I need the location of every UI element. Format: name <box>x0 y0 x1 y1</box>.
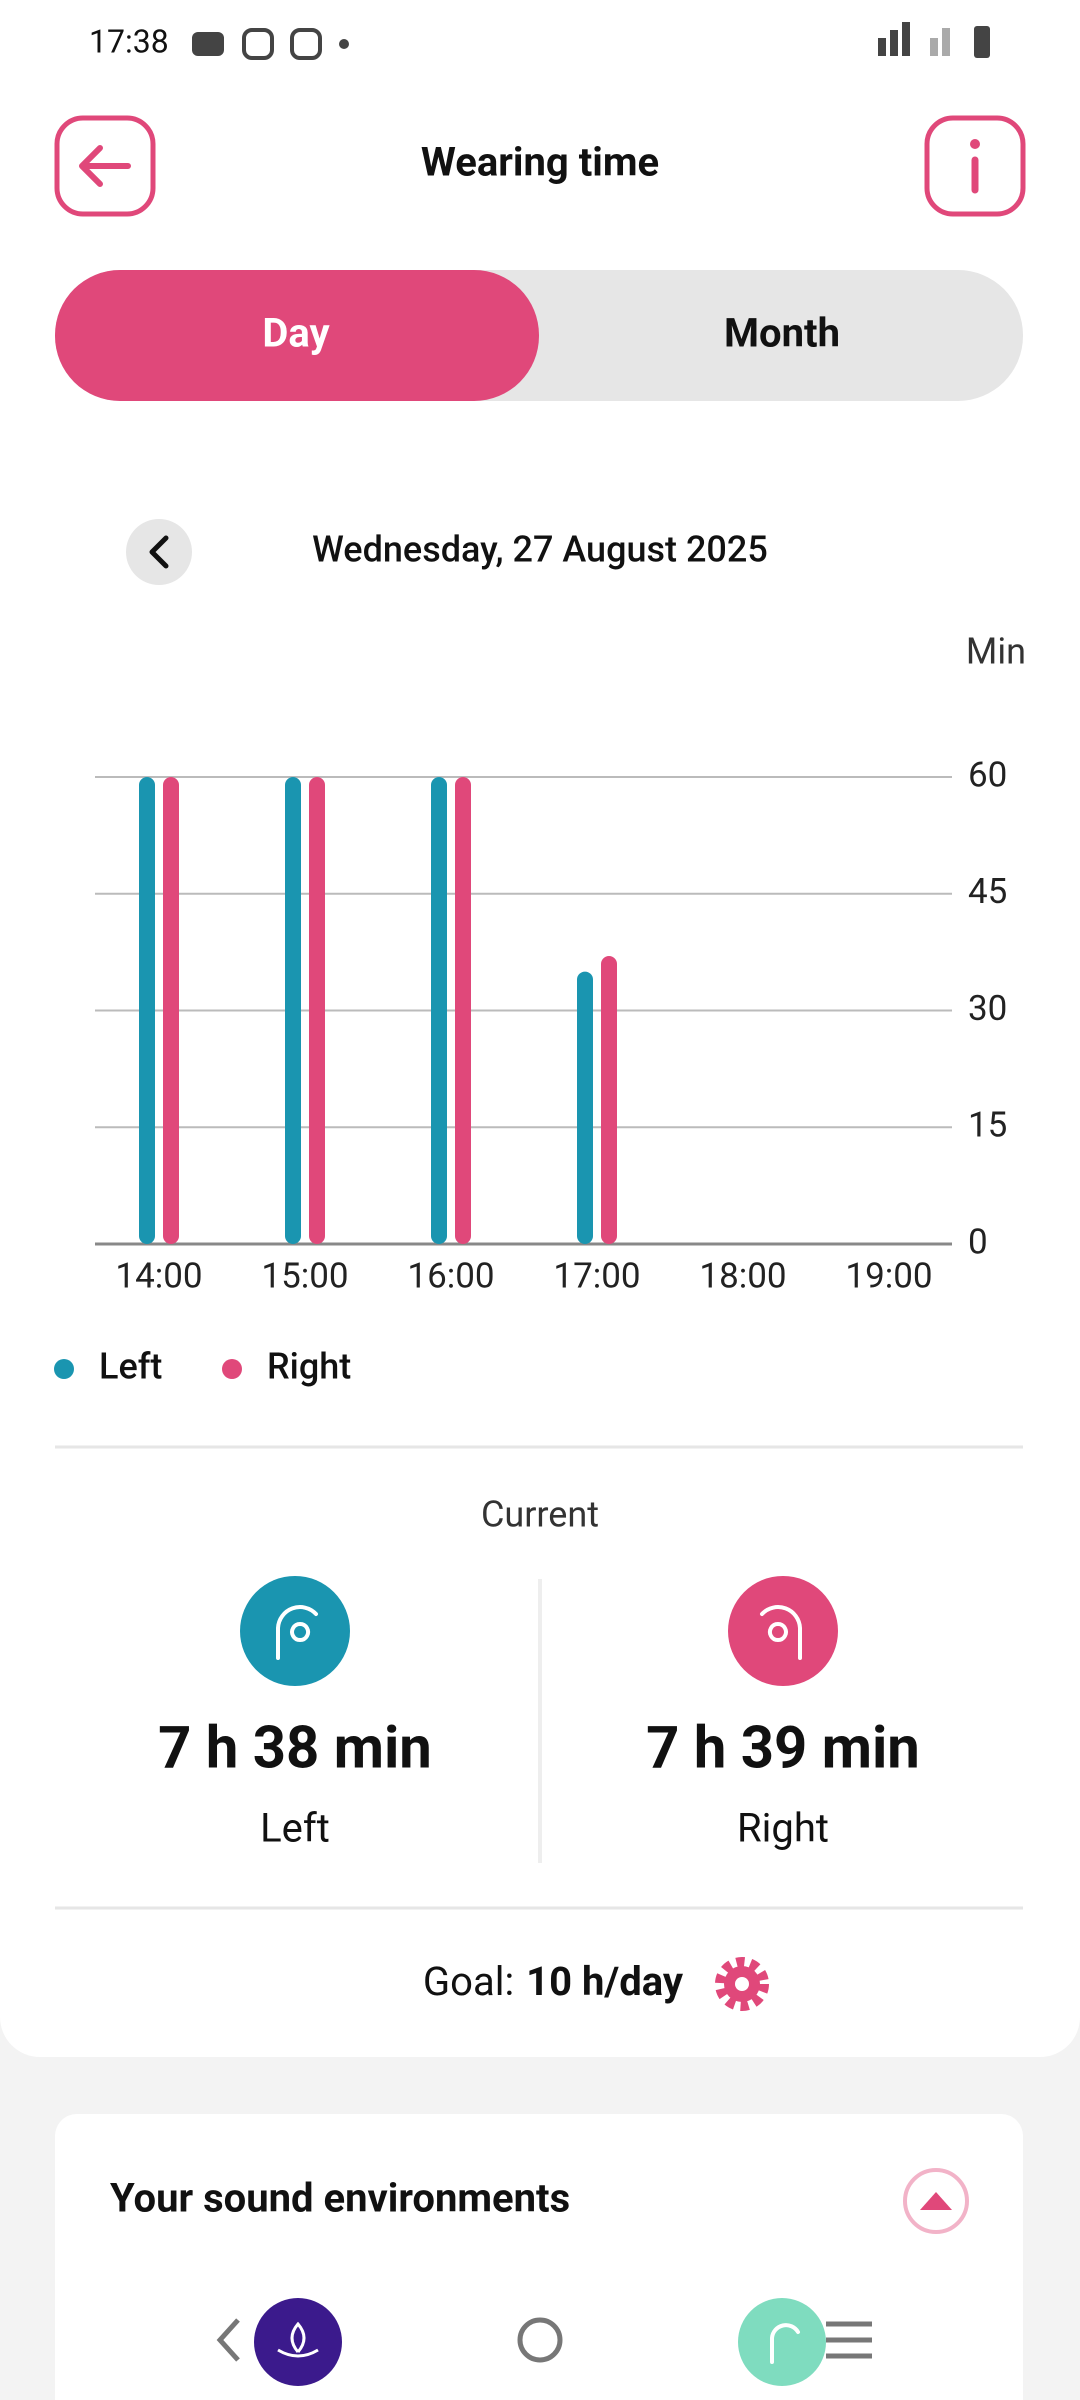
legend-label: Left <box>99 1346 162 1388</box>
y-tick-label: 0 <box>968 1221 988 1262</box>
status-icon <box>192 32 224 56</box>
x-tick-label: 15:00 <box>261 1255 348 1296</box>
signal-bar <box>878 38 886 56</box>
nav-back[interactable] <box>216 2318 240 2362</box>
back-arrow <box>79 145 131 187</box>
signal-bar <box>930 38 938 56</box>
goal-settings-button[interactable] <box>715 1957 769 2011</box>
x-tick-label: 16:00 <box>407 1255 494 1296</box>
battery <box>974 26 990 58</box>
y-tick-label: 60 <box>968 754 1007 795</box>
x-tick-label: 14:00 <box>115 1255 202 1296</box>
bar <box>577 971 593 1244</box>
bar <box>309 777 325 1244</box>
main-panel <box>0 0 1080 2057</box>
legend-dot <box>222 1359 242 1379</box>
goal-value: 10 h/day <box>526 1958 684 2005</box>
bar <box>601 956 617 1244</box>
floating-app-glyph <box>770 2323 800 2364</box>
x-tick-label: 19:00 <box>845 1255 932 1296</box>
signal-bar <box>890 30 898 56</box>
chart: 0 15 30 45 60 14:00 15:00 16:00 17:00 18:00 19:00 L… <box>54 754 1007 1388</box>
status-icon <box>290 28 322 60</box>
left-wearing-time: 7 h 38 min <box>158 1714 432 1782</box>
left-label: Left <box>260 1805 330 1852</box>
info-button[interactable] <box>924 115 1026 217</box>
info-dot <box>970 139 980 149</box>
right-label: Right <box>737 1805 829 1852</box>
back-button[interactable] <box>54 115 156 217</box>
right-ear-icon <box>728 1576 838 1686</box>
current-title: Current <box>481 1494 599 1536</box>
bar <box>285 777 301 1244</box>
card-title: Your sound environments <box>110 2175 570 2222</box>
status-icons <box>192 22 990 60</box>
bar <box>431 777 447 1244</box>
tab-label[interactable]: Month <box>724 310 840 357</box>
floating-app-icon[interactable] <box>254 2298 342 2386</box>
legend-dot <box>54 1359 74 1379</box>
collapse-button[interactable] <box>903 2168 969 2234</box>
right-ear-glyph <box>760 1605 802 1660</box>
gear-teeth <box>715 1957 769 2011</box>
y-tick-label: 45 <box>968 871 1007 912</box>
legend-label: Right <box>267 1346 351 1388</box>
goal-label: Goal: <box>423 1958 514 2005</box>
floating-app-glyph <box>277 2321 319 2358</box>
status-time: 17:38 <box>89 22 169 60</box>
status-icon <box>242 28 274 60</box>
status-icon <box>339 39 349 49</box>
x-tick-label: 17:00 <box>553 1255 640 1296</box>
floating-app-icon[interactable] <box>738 2298 826 2386</box>
goal: Goal: 10 h/day <box>423 1958 684 2005</box>
left-ear-glyph <box>276 1605 318 1660</box>
bar <box>455 777 471 1244</box>
y-tick-label: 30 <box>968 988 1007 1029</box>
y-axis-unit: Min <box>966 631 1026 673</box>
bar <box>139 777 155 1244</box>
collapse-arrow <box>920 2192 952 2210</box>
x-tick-label: 18:00 <box>699 1255 786 1296</box>
previous-day-circle <box>126 519 192 585</box>
tab-day-active[interactable] <box>55 270 539 401</box>
right-wearing-time: 7 h 39 min <box>646 1714 920 1782</box>
nav-recents[interactable] <box>826 2321 872 2359</box>
nav-home[interactable] <box>517 2317 563 2363</box>
page-title: Wearing time <box>421 139 659 186</box>
sound-card <box>55 2114 1023 2400</box>
gear-hole <box>735 1977 749 1991</box>
signal-bar <box>902 22 910 56</box>
bar <box>163 777 179 1244</box>
signal-bar <box>942 28 950 56</box>
previous-day-button[interactable] <box>126 519 192 585</box>
previous-day-chevron <box>149 535 169 569</box>
date-label: Wednesday, 27 August 2025 <box>312 529 768 571</box>
left-ear-icon <box>240 1576 350 1686</box>
tab-label[interactable]: Day <box>262 310 330 357</box>
y-tick-label: 15 <box>968 1105 1007 1146</box>
